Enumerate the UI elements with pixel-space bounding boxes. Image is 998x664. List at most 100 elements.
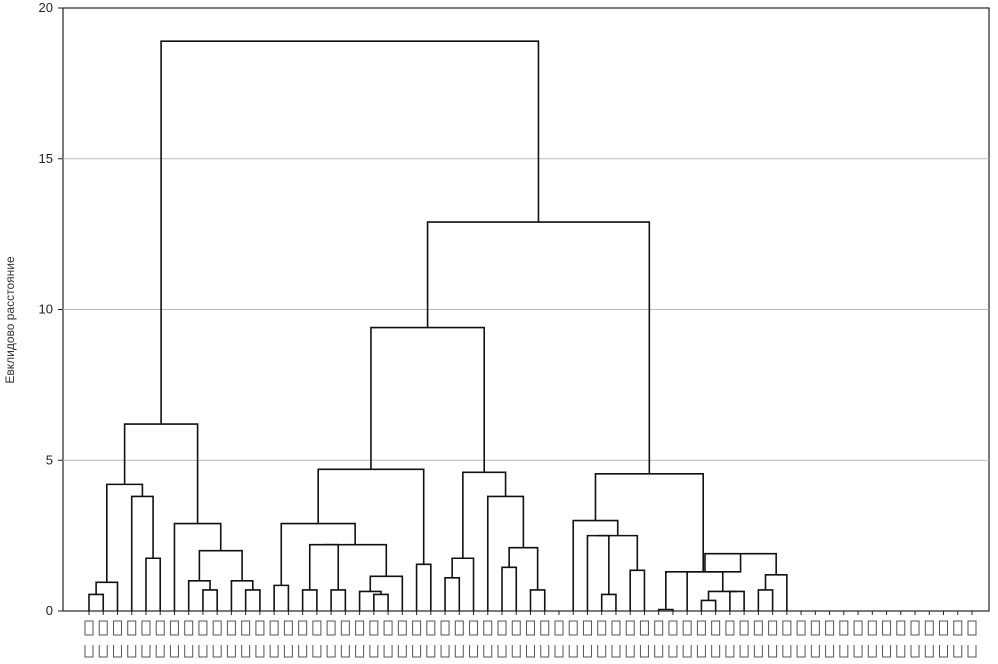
leaf-label xyxy=(768,620,778,636)
leaf-label xyxy=(526,645,535,658)
leaf-label xyxy=(84,645,94,658)
leaf-label xyxy=(867,620,877,636)
leaf-label xyxy=(796,620,806,636)
leaf-label xyxy=(155,620,165,636)
y-tick-label-10: 10 xyxy=(39,302,53,317)
leaf-label xyxy=(924,645,934,658)
leaf-label xyxy=(298,620,308,636)
leaf-label xyxy=(255,645,265,658)
dendrogram-link xyxy=(160,40,540,425)
leaf-label xyxy=(810,645,820,658)
leaf-label xyxy=(867,645,877,658)
leaf-label xyxy=(910,645,920,658)
leaf-label xyxy=(226,645,236,658)
leaf-label xyxy=(127,645,137,658)
leaf-label xyxy=(711,620,721,636)
leaf-label xyxy=(896,620,906,636)
leaf-label xyxy=(112,645,122,658)
leaf-label xyxy=(397,620,407,636)
leaf-labels xyxy=(84,611,977,658)
leaf-label xyxy=(241,620,251,636)
leaf-label xyxy=(511,645,521,658)
leaf-label xyxy=(184,620,194,636)
leaf-label xyxy=(369,620,379,636)
leaf-label xyxy=(882,620,892,636)
leaf-label xyxy=(312,645,322,658)
leaf-label xyxy=(141,645,151,658)
leaf-label xyxy=(825,645,835,658)
leaf-label xyxy=(739,620,749,636)
dendrogram-links xyxy=(88,40,788,611)
leaf-label xyxy=(412,645,422,658)
leaf-label xyxy=(753,645,763,658)
leaf-label xyxy=(511,620,521,636)
y-tick-label-5: 5 xyxy=(46,452,53,467)
leaf-label xyxy=(426,620,436,636)
leaf-label xyxy=(241,645,251,658)
leaf-label xyxy=(939,645,949,658)
leaf-label xyxy=(782,620,792,636)
leaf-label xyxy=(668,620,678,636)
leaf-label xyxy=(639,645,649,658)
leaf-label xyxy=(255,620,265,636)
leaf-label xyxy=(112,620,122,636)
leaf-label xyxy=(184,645,194,658)
leaf-label xyxy=(412,620,422,636)
leaf-label xyxy=(454,645,464,658)
leaf-label xyxy=(454,620,464,636)
y-tick-label-15: 15 xyxy=(39,151,53,166)
leaf-label xyxy=(226,620,236,636)
y-axis-label: Евклидово расстояние xyxy=(3,256,17,384)
leaf-label xyxy=(967,620,977,636)
leaf-label xyxy=(696,620,706,636)
leaf-label xyxy=(696,645,706,658)
leaf-label xyxy=(383,645,393,658)
leaf-label xyxy=(725,620,735,636)
dendrogram-link xyxy=(358,590,382,611)
y-tick-label-0: 0 xyxy=(46,603,53,618)
leaf-label xyxy=(682,620,692,636)
leaf-label xyxy=(355,620,365,636)
leaf-label xyxy=(810,620,820,636)
leaf-label xyxy=(682,645,692,658)
y-axis-ticks: 0 5 10 15 20 xyxy=(39,0,63,618)
leaf-label xyxy=(84,620,94,636)
leaf-label xyxy=(326,620,336,636)
leaf-label xyxy=(483,645,493,658)
leaf-label xyxy=(169,645,179,658)
leaf-label xyxy=(768,645,778,658)
dendrogram-link xyxy=(598,534,639,571)
leaf-label xyxy=(611,620,621,636)
leaf-label xyxy=(269,645,279,658)
dendrogram-link xyxy=(707,590,738,601)
y-axis-label-box: Евклидово расстояние xyxy=(0,220,20,420)
leaf-label xyxy=(526,620,535,636)
leaf-label xyxy=(540,645,550,658)
leaf-label xyxy=(825,620,835,636)
leaf-label xyxy=(212,645,222,658)
leaf-label xyxy=(312,620,322,636)
leaf-label xyxy=(668,645,678,658)
leaf-label xyxy=(654,645,664,658)
dendrogram-link xyxy=(323,543,388,577)
dendrogram-link xyxy=(415,563,432,611)
leaf-label xyxy=(326,645,336,658)
leaf-label xyxy=(654,620,664,636)
leaf-label xyxy=(426,645,436,658)
leaf-label xyxy=(141,620,151,636)
leaf-label xyxy=(568,620,578,636)
leaf-label xyxy=(796,645,806,658)
leaf-label xyxy=(483,620,493,636)
leaf-label xyxy=(497,620,507,636)
leaf-label xyxy=(169,620,179,636)
leaf-label xyxy=(725,645,735,658)
leaf-label xyxy=(910,620,920,636)
leaf-label xyxy=(283,645,293,658)
leaf-label xyxy=(582,620,592,636)
leaf-label xyxy=(853,645,863,658)
leaf-label xyxy=(611,645,621,658)
leaf-label xyxy=(298,645,308,658)
leaf-label xyxy=(625,645,635,658)
leaf-label xyxy=(383,620,393,636)
